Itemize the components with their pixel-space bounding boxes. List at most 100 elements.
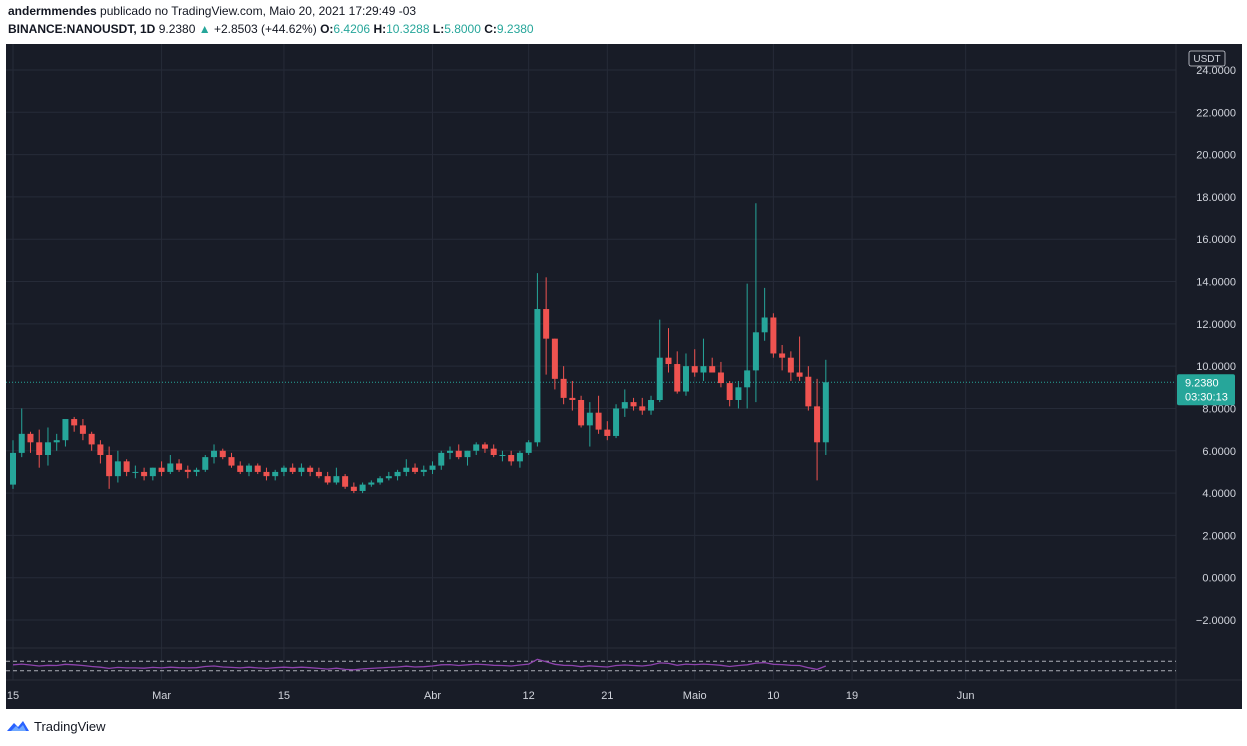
- candle-body: [10, 452, 16, 485]
- candle-body: [709, 366, 716, 373]
- candle: [280, 465, 287, 477]
- candle-body: [79, 425, 86, 434]
- y-tick-label: 16.0000: [1196, 234, 1236, 246]
- candle: [10, 440, 16, 489]
- candle-body: [167, 463, 174, 472]
- y-tick-label: 24.0000: [1196, 65, 1236, 77]
- candle: [27, 431, 34, 453]
- candle: [648, 395, 655, 415]
- candle: [761, 287, 768, 341]
- candle: [315, 467, 322, 479]
- author-name[interactable]: andermmendes: [8, 4, 97, 18]
- candle-body: [717, 372, 724, 384]
- candle-body: [447, 450, 453, 453]
- candle: [237, 461, 244, 475]
- candle: [595, 395, 602, 434]
- y-tick-label: 2.0000: [1202, 530, 1236, 542]
- candle-body: [315, 471, 322, 477]
- candle: [726, 380, 733, 407]
- candle-body: [805, 376, 812, 407]
- candle-body: [368, 482, 375, 485]
- candle-body: [674, 364, 681, 392]
- candle-body: [779, 353, 786, 358]
- y-tick-label: −2.0000: [1196, 615, 1236, 627]
- candles: [10, 203, 829, 494]
- candle: [79, 419, 86, 441]
- candle: [578, 395, 585, 428]
- candle-body: [613, 408, 620, 436]
- candle: [263, 467, 270, 481]
- candle-body: [237, 465, 244, 472]
- candle-body: [123, 461, 130, 472]
- price-chart[interactable]: 24.0000 22.0000 20.0000 18.0000 16.0000 14.00…: [6, 44, 1242, 709]
- candle-body: [324, 476, 331, 483]
- candle: [412, 463, 419, 475]
- candle: [106, 446, 113, 489]
- candle-body: [36, 442, 43, 455]
- candle: [114, 450, 121, 483]
- candle: [752, 203, 759, 403]
- candle: [403, 459, 410, 477]
- candle-body: [289, 467, 296, 472]
- y-tick-label: 10.0000: [1196, 361, 1236, 373]
- candle: [805, 366, 812, 411]
- x-tick-label: 19: [846, 690, 858, 702]
- candle: [665, 328, 672, 373]
- high-value: 10.3288: [386, 22, 430, 36]
- candle: [44, 427, 51, 466]
- candle-body: [578, 400, 585, 426]
- x-tick-label: Maio: [683, 690, 707, 702]
- candle-body: [648, 400, 655, 411]
- candle: [350, 482, 357, 494]
- candle-body: [682, 366, 689, 392]
- candle: [621, 389, 628, 417]
- x-tick-label: Abr: [424, 690, 441, 702]
- y-tick-label: 0.0000: [1202, 573, 1236, 585]
- candle: [438, 450, 445, 470]
- candle: [787, 351, 794, 381]
- candle: [534, 273, 541, 447]
- open-label: O:: [320, 22, 334, 36]
- candle-body: [429, 465, 436, 470]
- candle: [822, 359, 829, 455]
- candle-body: [412, 467, 419, 472]
- candle: [481, 442, 488, 453]
- ohlc-line: BINANCE:NANOUSDT, 1D 9.2380 ▲ +2.8503 (+…: [8, 22, 534, 36]
- candle-body: [761, 317, 768, 333]
- candle: [700, 338, 707, 381]
- rsi-line: [12, 658, 827, 671]
- candle: [368, 480, 375, 487]
- candle: [193, 467, 200, 477]
- candle-body: [342, 476, 349, 487]
- candle: [639, 397, 646, 415]
- rsi-pane: [6, 658, 1176, 672]
- candle: [796, 336, 803, 381]
- candle-body: [359, 484, 366, 491]
- tradingview-logo-icon[interactable]: [6, 718, 30, 734]
- x-tick-label: Jun: [957, 690, 975, 702]
- currency-badge[interactable]: USDT: [1188, 50, 1226, 67]
- candle-body: [656, 357, 663, 400]
- candle: [289, 463, 296, 475]
- candle-body: [560, 378, 567, 398]
- candle-body: [665, 357, 672, 365]
- candle-body: [691, 366, 698, 373]
- candle-body: [403, 467, 410, 472]
- high-label: H:: [373, 22, 387, 36]
- candle: [36, 429, 43, 468]
- candle-body: [438, 452, 445, 466]
- candle: [307, 465, 314, 477]
- candle: [779, 345, 786, 371]
- candle-body: [193, 469, 200, 472]
- last-price-badge: [1177, 374, 1235, 406]
- chart-frame[interactable]: 24.0000 22.0000 20.0000 18.0000 16.0000 14.00…: [6, 44, 1242, 709]
- candle: [709, 357, 716, 373]
- candle-body: [254, 465, 261, 472]
- candle-body: [508, 455, 515, 462]
- tradingview-logo-text[interactable]: TradingView: [34, 718, 106, 734]
- candle-body: [595, 412, 602, 430]
- candle-body: [176, 463, 183, 470]
- candle: [62, 419, 69, 447]
- x-tick-label: 10: [767, 690, 779, 702]
- candle-body: [385, 476, 392, 479]
